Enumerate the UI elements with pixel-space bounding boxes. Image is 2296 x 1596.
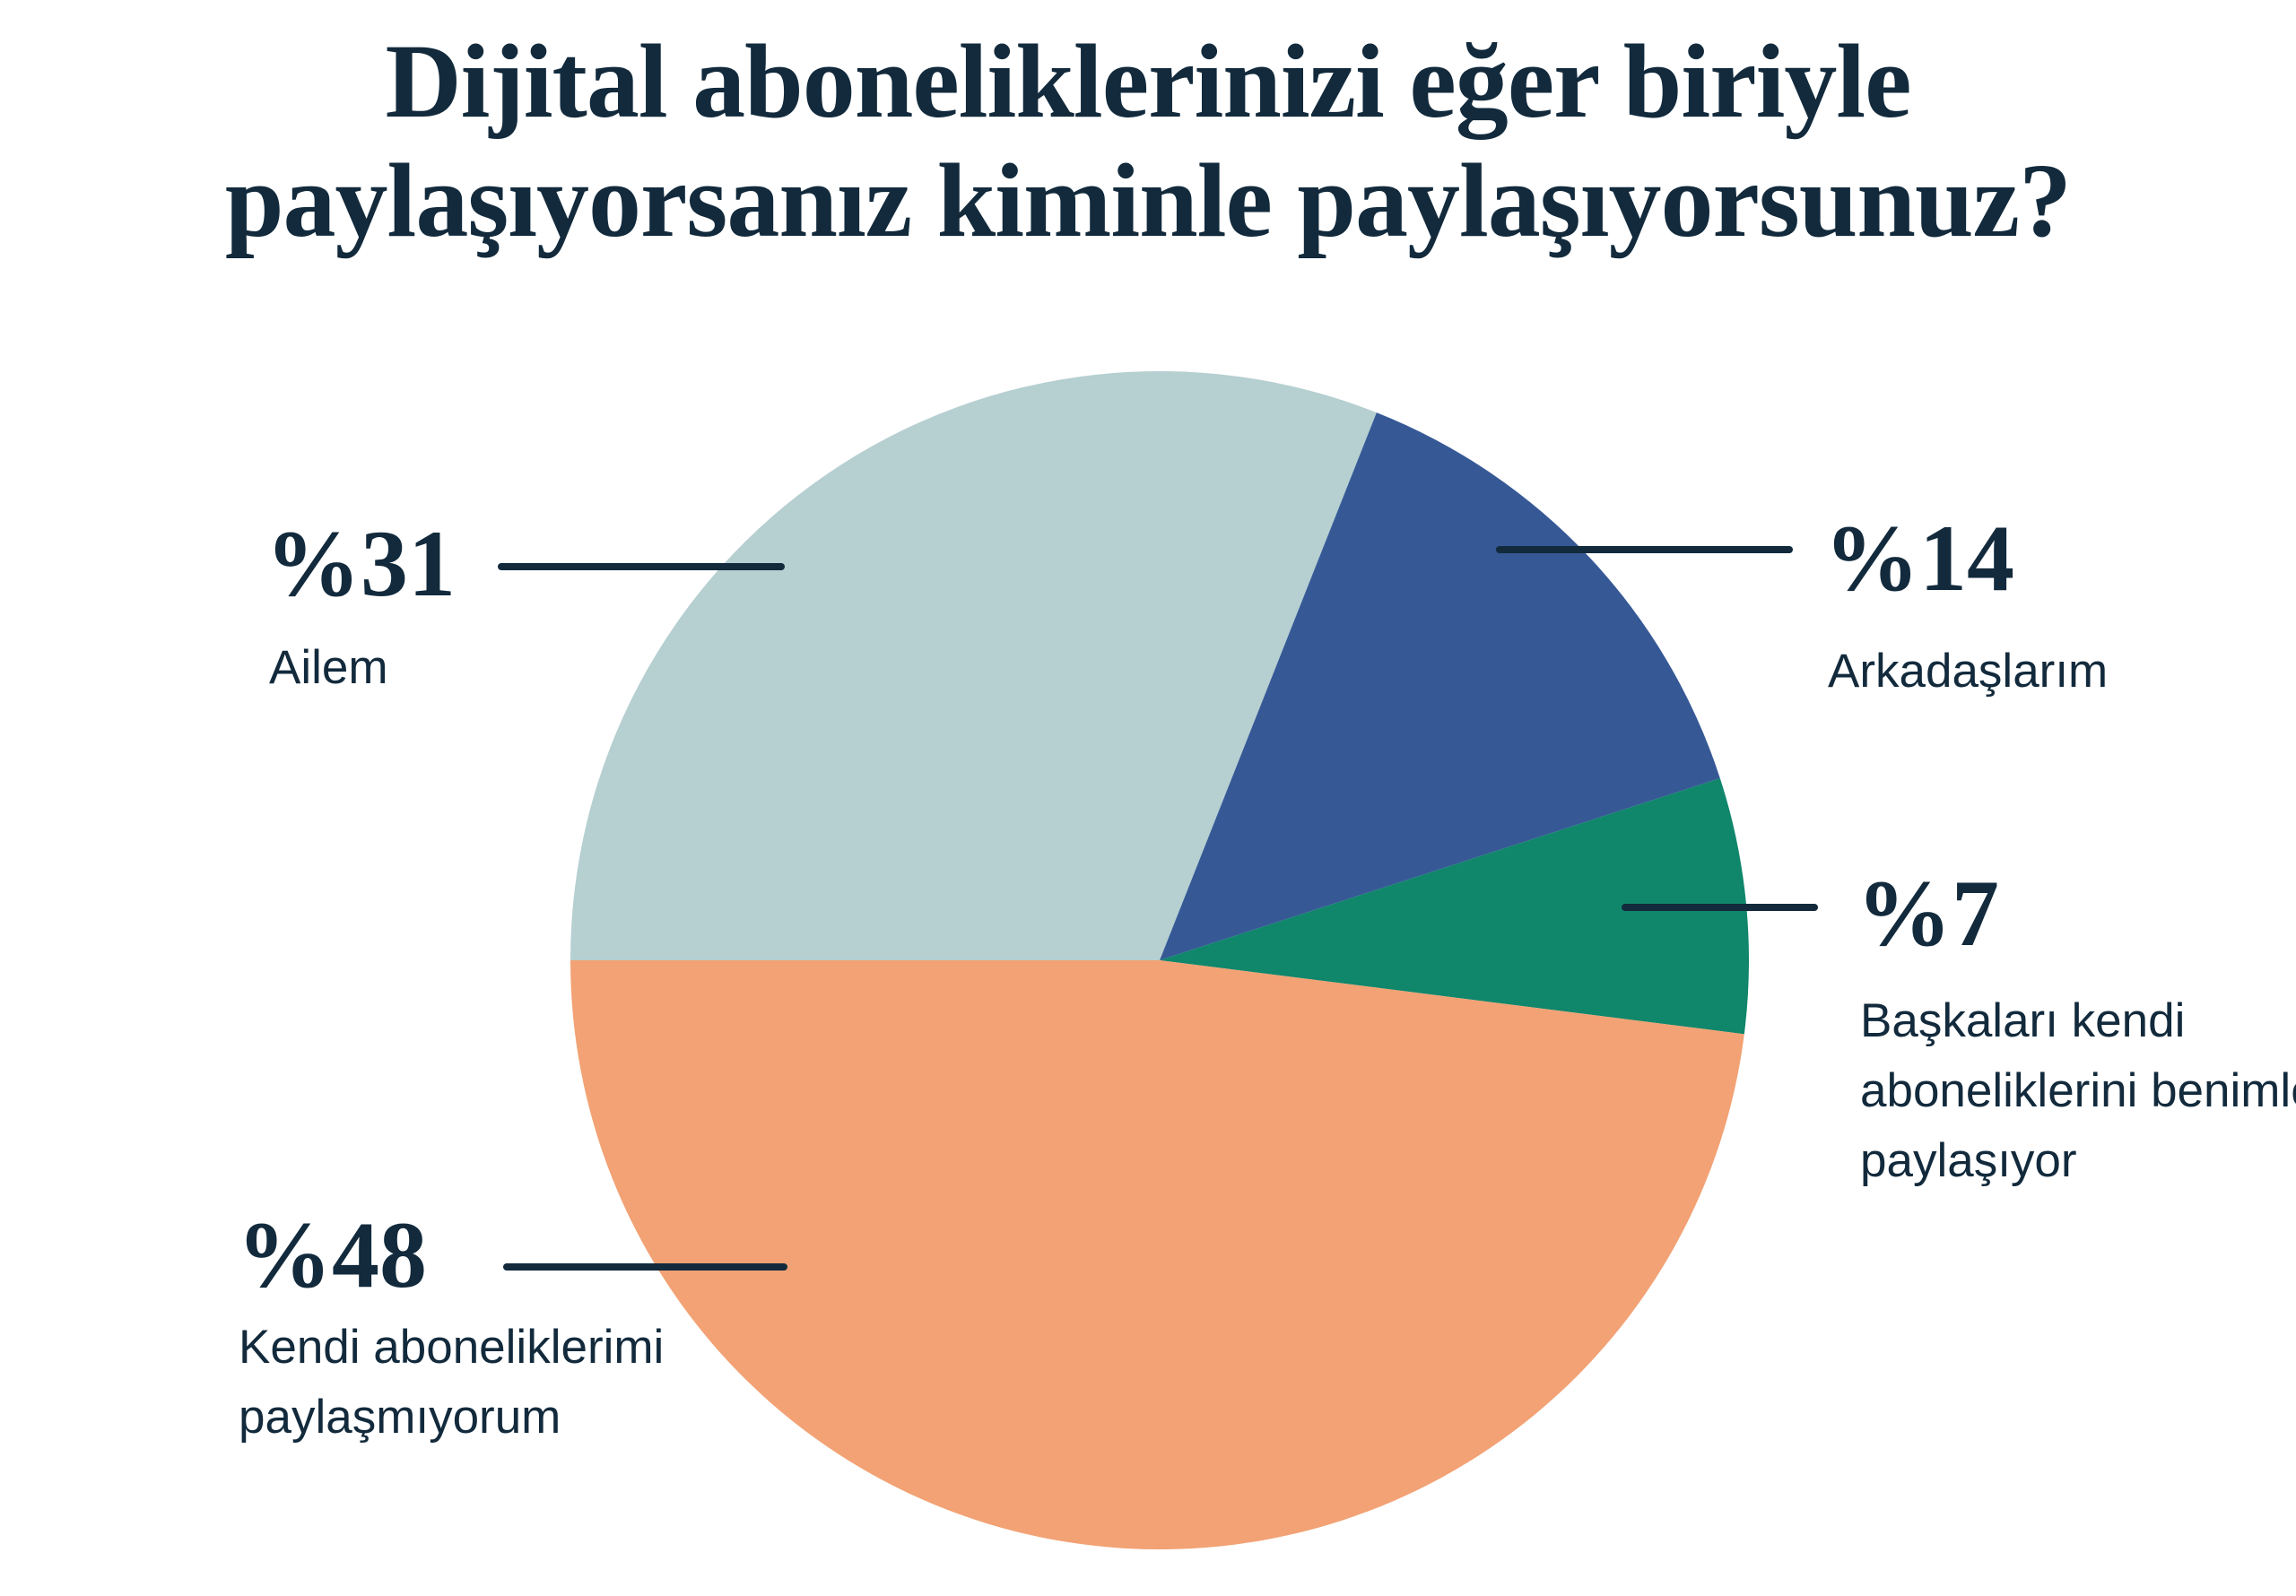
slice-value-arkadaslarim: %14 bbox=[1824, 506, 2014, 611]
leader-line-arkadaslarim bbox=[1496, 546, 1793, 553]
slice-label-arkadaslarim: Arkadaşlarım bbox=[1828, 645, 2109, 698]
pie-slice-1 bbox=[570, 371, 1377, 960]
slice-value-baskalari: %7 bbox=[1857, 861, 1999, 966]
slice-label-kendi: Kendi aboneliklerimi paylaşmıyorum bbox=[239, 1321, 665, 1444]
leader-line-kendi bbox=[503, 1263, 787, 1271]
page-title-line-2: paylaşıyorsanız kiminle paylaşıyorsunuz? bbox=[224, 142, 2072, 259]
slice-value-kendi: %48 bbox=[237, 1202, 427, 1307]
slice-label-ailem: Ailem bbox=[269, 641, 388, 694]
page-title-line-1: Dijital aboneliklerinizi eğer biriyle bbox=[385, 22, 1911, 140]
page-title: Dijital aboneliklerinizi eğer biriyle pa… bbox=[0, 22, 2296, 260]
leader-line-ailem bbox=[498, 563, 785, 570]
pie-slice-3 bbox=[1160, 777, 1749, 1035]
slice-value-ailem: %31 bbox=[265, 511, 456, 616]
pie-slice-4 bbox=[570, 960, 1744, 1549]
slice-label-baskalari: Başkaları kendi aboneliklerini benimle p… bbox=[1860, 994, 2296, 1187]
leader-line-baskalari bbox=[1622, 904, 1818, 911]
